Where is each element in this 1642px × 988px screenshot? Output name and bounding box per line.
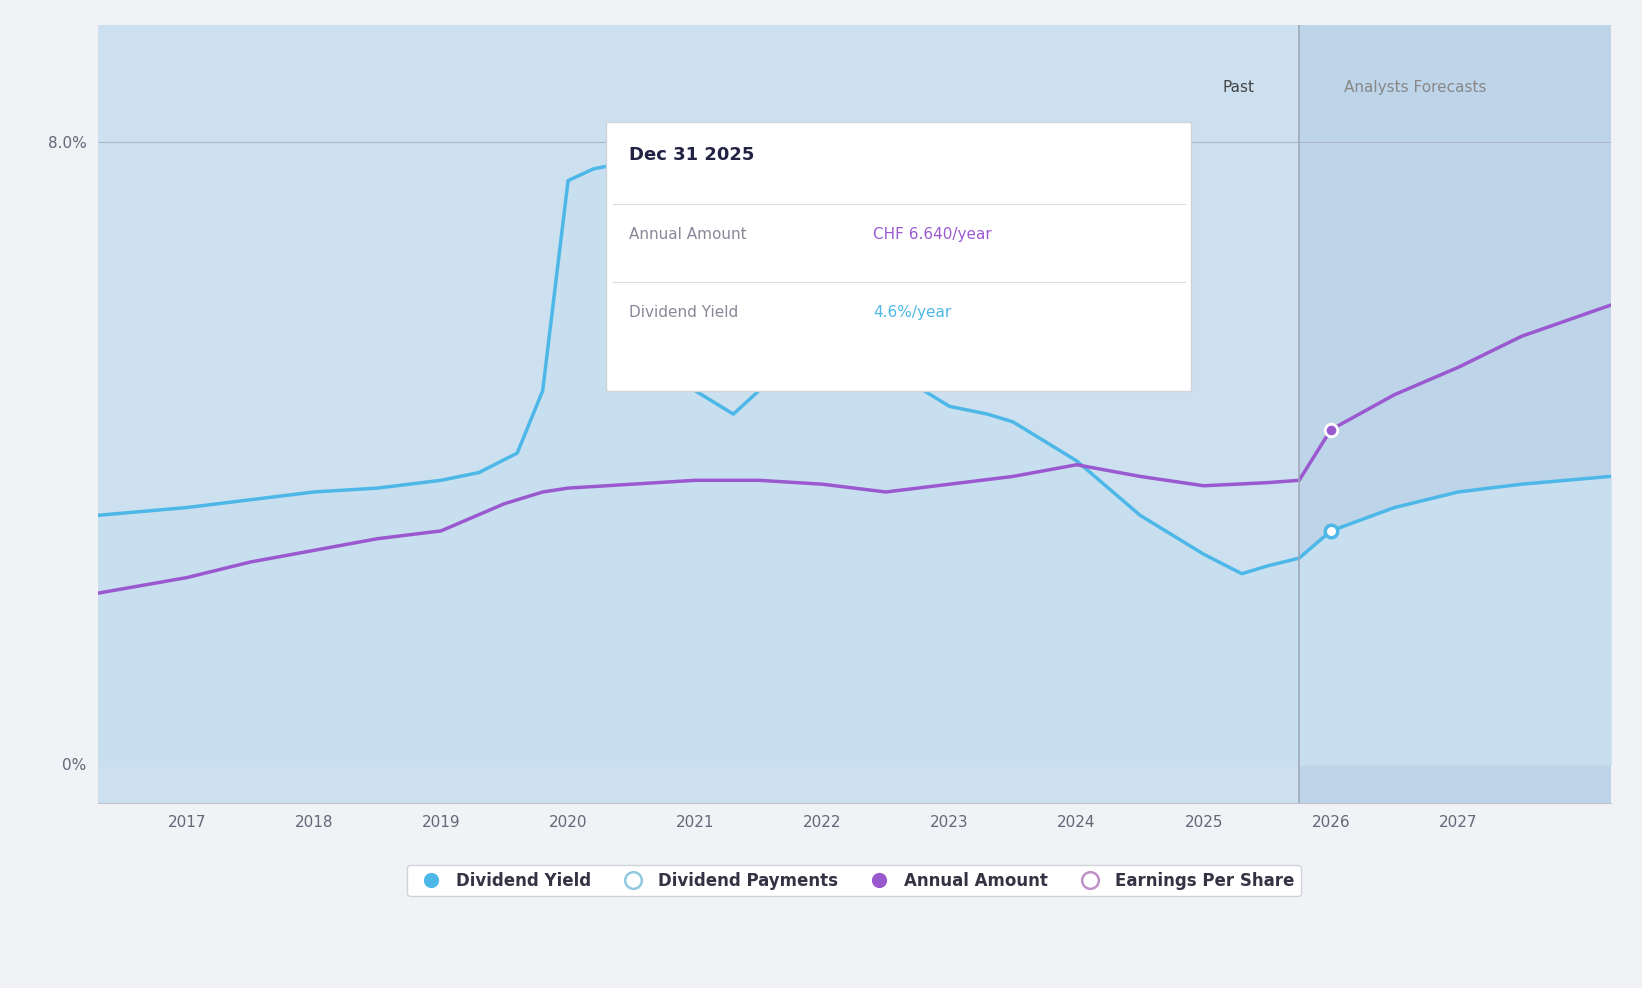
Bar	[99, 25, 1299, 803]
Text: Analysts Forecasts: Analysts Forecasts	[1343, 80, 1486, 95]
Text: 4.6%/year: 4.6%/year	[874, 305, 951, 320]
Text: Past: Past	[1223, 80, 1254, 95]
Text: Annual Amount: Annual Amount	[629, 227, 747, 242]
Legend: Dividend Yield, Dividend Payments, Annual Amount, Earnings Per Share: Dividend Yield, Dividend Payments, Annua…	[407, 864, 1300, 896]
Text: Dec 31 2025: Dec 31 2025	[629, 145, 754, 164]
FancyBboxPatch shape	[606, 123, 1190, 391]
Bar	[1299, 25, 1611, 803]
Text: CHF 6.640/year: CHF 6.640/year	[874, 227, 992, 242]
Text: Dividend Yield: Dividend Yield	[629, 305, 739, 320]
